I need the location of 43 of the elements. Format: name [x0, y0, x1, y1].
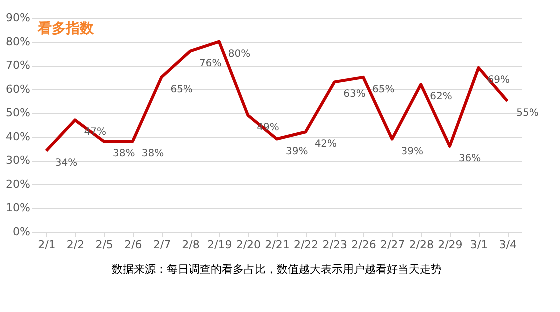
x-tick-label: 2/6	[124, 238, 142, 252]
x-tick-label: 2/21	[265, 238, 290, 252]
data-label: 65%	[372, 84, 395, 96]
y-tick-label: 30%	[6, 154, 30, 168]
x-tick-label: 2/23	[322, 238, 348, 252]
x-tick-label: 2/20	[236, 238, 262, 252]
x-tick-label: 2/27	[380, 238, 406, 252]
x-tick-label: 3/4	[499, 238, 517, 252]
data-label: 39%	[286, 146, 308, 158]
y-tick-label: 40%	[6, 130, 30, 144]
y-tick-label: 70%	[6, 59, 30, 72]
x-tick-label: 2/2	[66, 238, 85, 252]
x-tick-label: 2/26	[352, 238, 376, 252]
data-label: 80%	[228, 48, 251, 60]
x-tick-label: 2/22	[294, 238, 319, 252]
y-tick-label: 20%	[6, 178, 30, 191]
x-tick-label: 3/1	[470, 238, 488, 252]
y-tick-label: 50%	[6, 106, 30, 120]
data-label: 39%	[401, 146, 424, 158]
data-label: 55%	[516, 108, 539, 120]
y-tick-label: 0%	[13, 226, 30, 238]
x-tick-label: 2/1	[38, 238, 56, 252]
data-label: 38%	[113, 148, 136, 160]
y-tick-label: 90%	[6, 12, 30, 24]
x-tick-label: 2/28	[409, 238, 434, 252]
data-label: 42%	[314, 139, 338, 150]
x-tick-label: 2/7	[153, 238, 172, 252]
data-label: 63%	[344, 89, 366, 100]
data-label: 65%	[170, 84, 193, 96]
data-label: 38%	[142, 148, 164, 160]
x-tick-label: 2/8	[182, 238, 200, 252]
chart-title: 看多指数	[37, 20, 95, 37]
data-label: 76%	[200, 58, 222, 70]
y-tick-label: 60%	[6, 82, 30, 96]
x-tick-label: 2/29	[438, 238, 463, 252]
data-label: 36%	[458, 153, 482, 164]
x-tick-label: 2/5	[96, 238, 114, 252]
y-tick-label: 80%	[6, 35, 30, 48]
source-note: 数据来源：每日调查的看多占比，数值越大表示用户越看好当天走势	[112, 263, 442, 276]
data-label: 34%	[55, 158, 78, 170]
y-tick-label: 10%	[6, 202, 30, 215]
data-label: 62%	[430, 92, 452, 103]
x-tick-label: 2/19	[208, 238, 232, 252]
